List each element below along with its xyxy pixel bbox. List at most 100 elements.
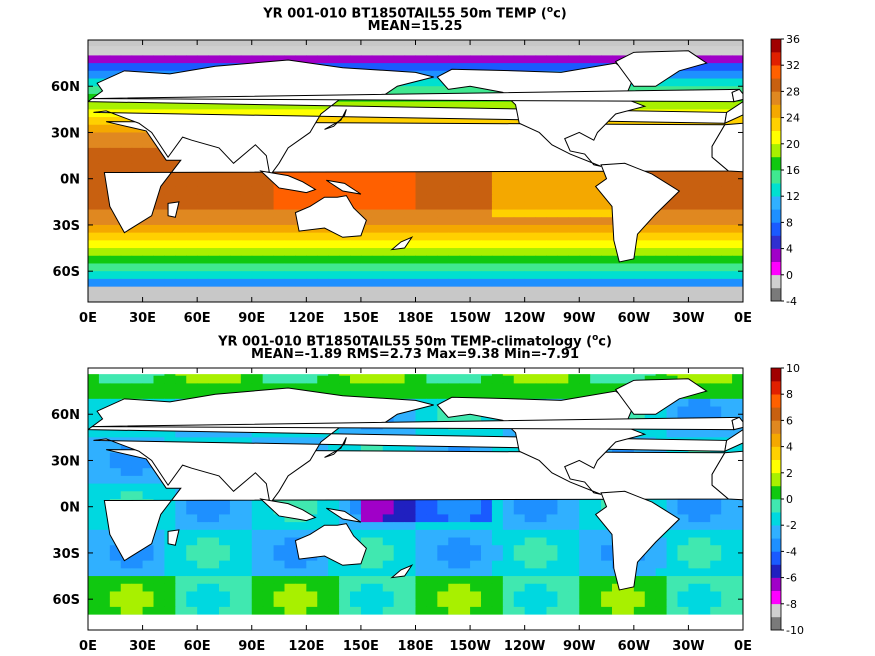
field-cell xyxy=(557,506,569,515)
field-cell xyxy=(284,606,296,616)
field-cell xyxy=(590,217,602,226)
field-cell xyxy=(208,217,220,226)
field-cell xyxy=(721,278,733,288)
field-cell xyxy=(546,506,558,515)
x-tick-label: 120W xyxy=(504,311,545,326)
field-cell xyxy=(306,47,318,56)
field-cell xyxy=(229,583,242,592)
field-cell xyxy=(677,178,689,187)
field-cell xyxy=(688,545,700,554)
colorbar-segment xyxy=(771,381,781,395)
field-cell xyxy=(666,209,678,218)
field-cell xyxy=(360,278,373,288)
field-cell xyxy=(677,194,689,203)
field-cell xyxy=(699,217,711,226)
field-cell xyxy=(437,391,449,400)
field-cell xyxy=(415,194,427,203)
field-cell xyxy=(208,506,220,515)
field-cell xyxy=(568,255,580,264)
field-cell xyxy=(393,224,406,234)
field-cell xyxy=(360,375,373,384)
field-cell xyxy=(164,429,176,438)
field-cell xyxy=(655,560,668,569)
field-cell xyxy=(164,552,176,562)
field-cell xyxy=(459,429,471,438)
field-cell xyxy=(219,499,231,508)
x-tick-label: 0E xyxy=(734,311,752,326)
field-cell xyxy=(153,583,165,592)
field-cell xyxy=(360,271,373,280)
field-cell xyxy=(732,255,743,264)
field-cell xyxy=(317,552,329,562)
field-cell xyxy=(590,55,602,64)
field-cell xyxy=(393,201,406,211)
field-cell xyxy=(448,529,460,539)
field-cell xyxy=(295,109,307,118)
field-cell xyxy=(328,47,340,56)
field-cell xyxy=(131,155,144,164)
field-cell xyxy=(513,186,526,195)
field-cell xyxy=(88,468,100,477)
field-cell xyxy=(732,545,743,554)
field-cell xyxy=(590,383,602,392)
field-cell xyxy=(491,255,504,264)
field-cell xyxy=(251,429,264,438)
field-cell xyxy=(677,232,689,241)
field-cell xyxy=(131,599,144,608)
field-cell xyxy=(339,391,351,400)
field-cell xyxy=(98,240,111,249)
field-cell xyxy=(295,568,307,577)
y-tick-label: 30N xyxy=(51,126,80,141)
field-cell xyxy=(219,224,231,234)
field-cell xyxy=(251,109,264,118)
field-cell xyxy=(633,248,646,257)
field-cell xyxy=(437,55,449,64)
field-cell xyxy=(208,109,220,118)
field-cell xyxy=(328,117,340,126)
field-cell xyxy=(470,209,482,218)
field-cell xyxy=(131,606,144,616)
field-cell xyxy=(491,375,504,384)
field-cell xyxy=(415,576,427,585)
field-cell xyxy=(328,583,340,592)
field-cell xyxy=(491,278,504,288)
field-cell xyxy=(502,552,515,562)
field-cell xyxy=(459,201,471,211)
field-cell xyxy=(470,240,482,249)
field-cell xyxy=(688,201,700,211)
field-cell xyxy=(644,240,657,249)
field-cell xyxy=(437,499,449,508)
field-cell xyxy=(437,217,449,226)
field-cell xyxy=(98,398,111,408)
field-cell xyxy=(491,506,504,515)
field-cell xyxy=(98,375,111,384)
field-cell xyxy=(164,178,176,187)
field-cell xyxy=(186,240,198,249)
field-cell xyxy=(699,537,711,546)
field-cell xyxy=(590,375,602,384)
field-cell xyxy=(295,560,307,569)
field-cell xyxy=(404,537,416,546)
field-cell xyxy=(328,55,340,64)
field-cell xyxy=(393,514,406,523)
field-cell xyxy=(88,537,100,546)
field-cell xyxy=(688,70,700,80)
colorbar-tick-label: 10 xyxy=(786,362,800,375)
field-cell xyxy=(448,232,460,241)
field-cell xyxy=(666,406,678,415)
field-cell xyxy=(317,583,329,592)
field-cell xyxy=(491,194,504,203)
field-cell xyxy=(721,545,733,554)
field-cell xyxy=(240,568,253,577)
field-cell xyxy=(557,560,569,569)
field-cell xyxy=(546,599,558,608)
field-cell xyxy=(219,514,231,523)
field-cell xyxy=(382,499,395,508)
field-cell xyxy=(360,506,373,515)
field-cell xyxy=(131,591,144,600)
field-cell xyxy=(655,248,668,257)
colorbar-tick-label: -8 xyxy=(786,598,797,611)
field-cell xyxy=(601,375,613,384)
field-cell xyxy=(459,383,471,392)
